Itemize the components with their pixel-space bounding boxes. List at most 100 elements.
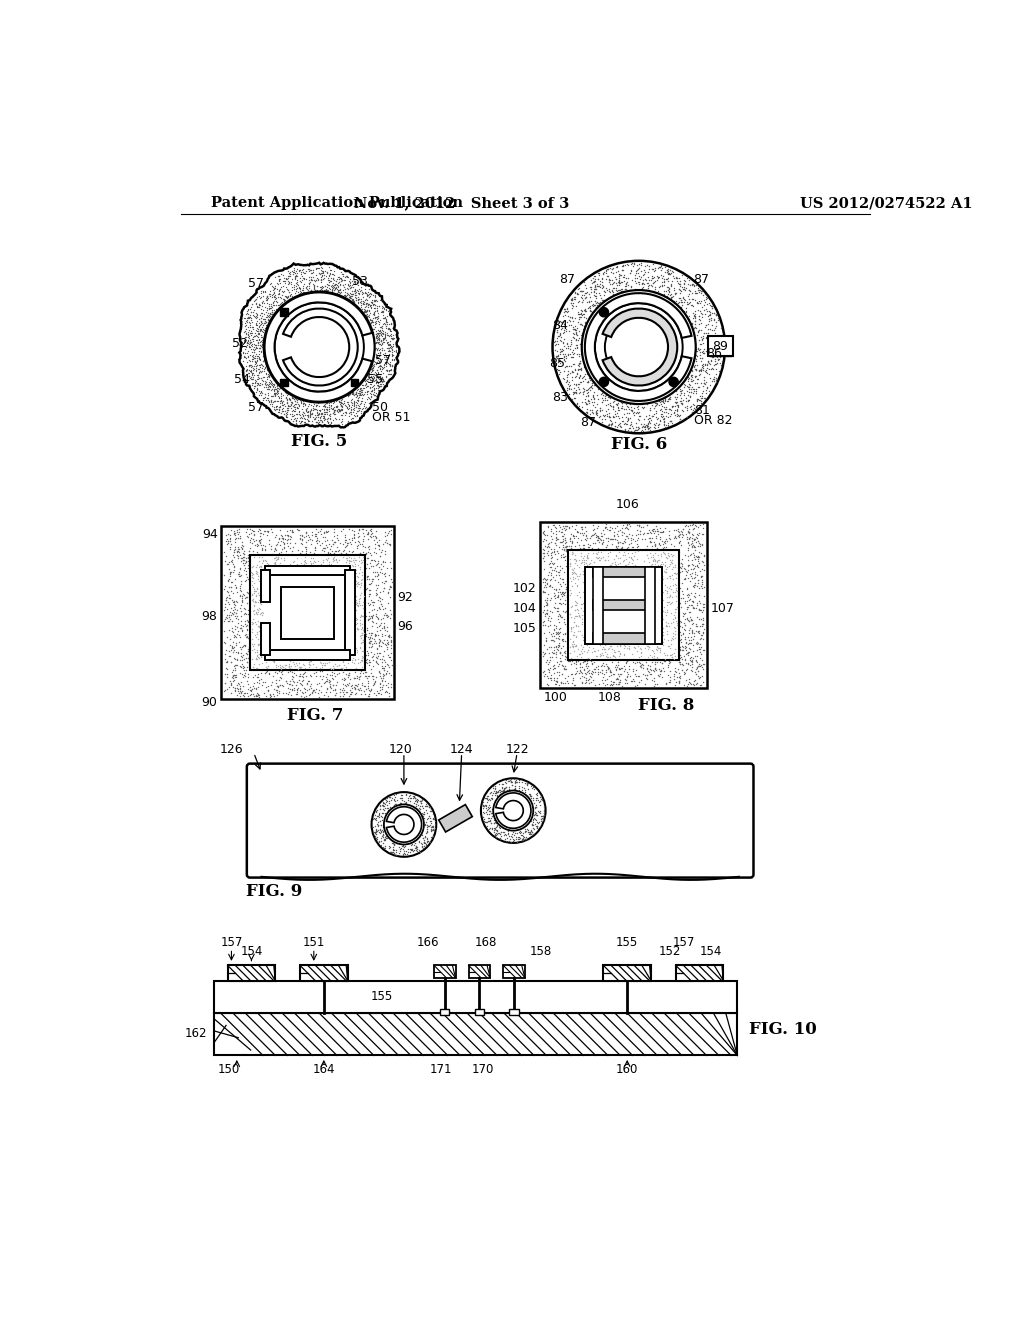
- Point: [263, 539, 280, 560]
- Point: [296, 273, 312, 294]
- Point: [535, 572, 551, 593]
- Point: [421, 807, 437, 828]
- Point: [250, 368, 266, 389]
- Point: [579, 281, 595, 302]
- Point: [683, 630, 699, 651]
- Point: [328, 329, 344, 350]
- Point: [268, 672, 285, 693]
- Point: [266, 685, 283, 706]
- Point: [345, 634, 361, 655]
- Point: [571, 660, 588, 681]
- Point: [678, 523, 694, 544]
- Point: [569, 376, 586, 397]
- Point: [643, 275, 659, 296]
- Point: [689, 388, 706, 409]
- Point: [644, 520, 660, 541]
- Point: [309, 527, 326, 548]
- Point: [342, 334, 358, 355]
- Point: [274, 395, 291, 416]
- Point: [684, 597, 700, 618]
- Point: [373, 828, 389, 849]
- Point: [330, 280, 346, 301]
- Point: [656, 414, 673, 436]
- Point: [359, 619, 376, 640]
- Point: [580, 652, 596, 673]
- Point: [570, 327, 587, 348]
- Point: [253, 370, 269, 391]
- Point: [347, 591, 364, 612]
- Point: [343, 533, 359, 554]
- Point: [658, 343, 675, 364]
- Point: [617, 413, 634, 434]
- Point: [542, 657, 558, 678]
- Point: [375, 363, 391, 384]
- Point: [284, 387, 300, 408]
- Point: [562, 616, 579, 638]
- Point: [566, 599, 583, 620]
- Point: [594, 380, 610, 401]
- Point: [370, 372, 386, 393]
- Point: [353, 276, 370, 297]
- Point: [381, 533, 397, 554]
- Point: [343, 675, 359, 696]
- Point: [419, 803, 435, 824]
- Point: [572, 280, 589, 301]
- Point: [275, 288, 292, 309]
- Point: [348, 565, 365, 586]
- Point: [602, 516, 618, 537]
- Point: [674, 524, 690, 545]
- Point: [688, 339, 705, 360]
- Point: [365, 314, 381, 335]
- Point: [380, 354, 396, 375]
- Point: [657, 561, 674, 582]
- Point: [226, 615, 243, 636]
- Point: [563, 618, 580, 639]
- Point: [372, 355, 388, 376]
- Point: [555, 582, 571, 603]
- Point: [601, 657, 617, 678]
- Point: [581, 371, 597, 392]
- Point: [341, 350, 357, 371]
- Point: [632, 638, 648, 659]
- Point: [681, 275, 697, 296]
- Point: [617, 366, 634, 387]
- Point: [371, 355, 387, 376]
- Point: [300, 411, 316, 432]
- Point: [608, 342, 625, 363]
- Point: [547, 593, 563, 614]
- Point: [324, 335, 340, 356]
- Point: [416, 836, 432, 857]
- Point: [664, 286, 680, 308]
- Point: [563, 289, 580, 310]
- Point: [312, 360, 329, 381]
- Point: [671, 612, 687, 634]
- Point: [360, 367, 377, 388]
- Point: [272, 389, 289, 411]
- Point: [562, 568, 579, 589]
- Point: [656, 579, 673, 601]
- Point: [686, 675, 702, 696]
- Point: [233, 594, 250, 615]
- Point: [260, 375, 276, 396]
- Point: [677, 628, 693, 649]
- Point: [234, 342, 251, 363]
- Point: [306, 341, 323, 362]
- Point: [565, 347, 582, 368]
- Point: [410, 789, 426, 810]
- Point: [336, 284, 352, 305]
- Point: [371, 378, 387, 399]
- Point: [589, 645, 605, 667]
- Point: [366, 673, 382, 694]
- Point: [402, 840, 419, 861]
- Point: [280, 399, 296, 420]
- Point: [358, 652, 375, 673]
- Point: [236, 346, 252, 367]
- Point: [358, 375, 375, 396]
- Point: [667, 284, 683, 305]
- Point: [368, 289, 384, 310]
- Point: [365, 610, 381, 631]
- Point: [387, 787, 403, 808]
- Point: [279, 286, 295, 308]
- Point: [613, 397, 630, 418]
- Point: [354, 519, 371, 540]
